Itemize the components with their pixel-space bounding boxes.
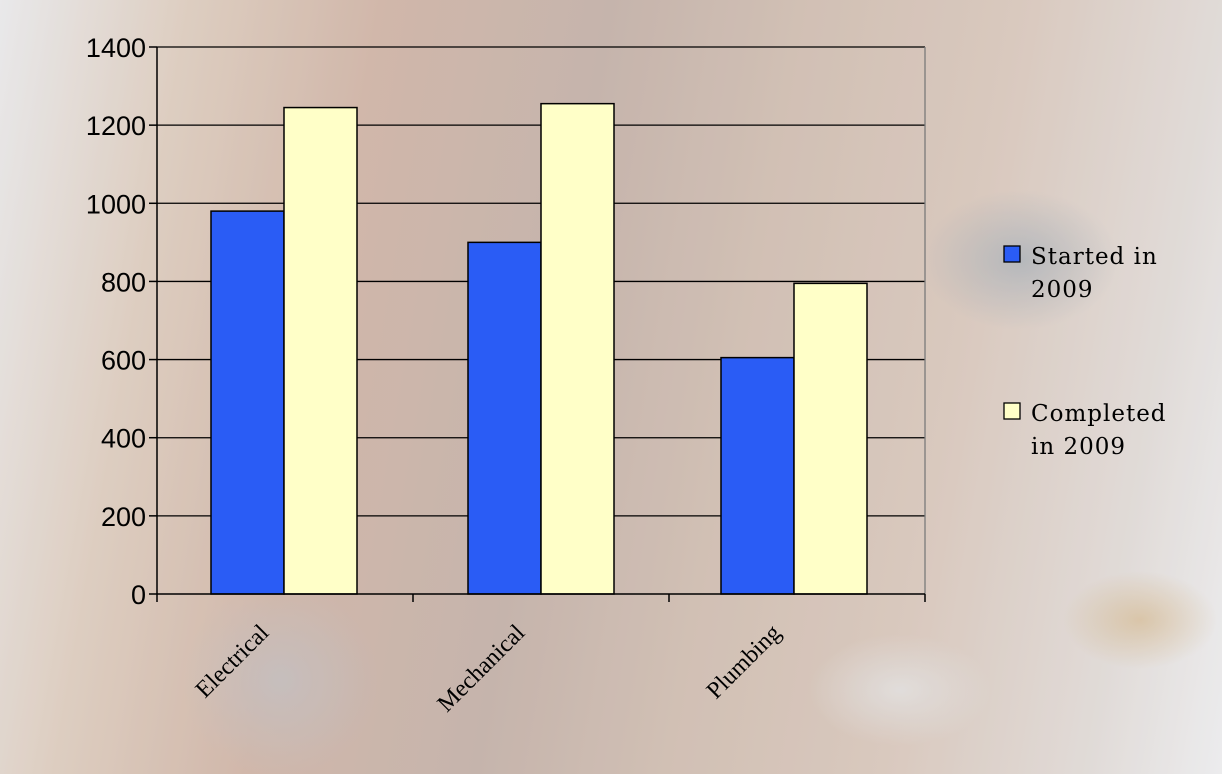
- y-tick-label-200: 200: [101, 502, 146, 532]
- x-category-labels: Electrical Mechanical Plumbing: [191, 620, 786, 718]
- y-tick-label-1400: 1400: [86, 33, 146, 63]
- x-category-label-plumbing: Plumbing: [702, 620, 786, 704]
- x-category-label-electrical: Electrical: [191, 620, 275, 704]
- y-tick-labels: 0 200 400 600 800 1000 1200 1400: [86, 33, 146, 610]
- y-tick-label-1000: 1000: [86, 189, 146, 219]
- legend-label-series-1-line-2: 2009: [1031, 277, 1094, 303]
- legend-label-series-1-line-1: Started in: [1031, 244, 1158, 270]
- y-tick-label-800: 800: [101, 267, 146, 297]
- bars: [210, 102, 868, 595]
- bar-mechanical-series-2: [540, 102, 615, 595]
- bar-plumbing-series-2: [793, 282, 868, 595]
- x-category-label-mechanical: Mechanical: [433, 620, 531, 718]
- legend-label-series-2-line-2: in 2009: [1031, 434, 1126, 460]
- bar-electrical-series-1: [210, 210, 285, 595]
- bar-mechanical-series-1: [467, 241, 542, 595]
- bar-plumbing-series-1: [720, 356, 795, 595]
- y-tick-label-0: 0: [131, 580, 146, 610]
- y-tick-label-600: 600: [101, 346, 146, 376]
- legend-swatch-series-2: [1003, 402, 1021, 420]
- axes: [149, 46, 926, 602]
- legend-swatch-series-1: [1003, 245, 1021, 263]
- y-tick-label-400: 400: [101, 424, 146, 454]
- legend: Started in 2009 Completed in 2009: [1003, 244, 1167, 460]
- bar-electrical-series-2: [283, 106, 358, 595]
- y-tick-label-1200: 1200: [86, 111, 146, 141]
- legend-label-series-2-line-1: Completed: [1031, 401, 1167, 427]
